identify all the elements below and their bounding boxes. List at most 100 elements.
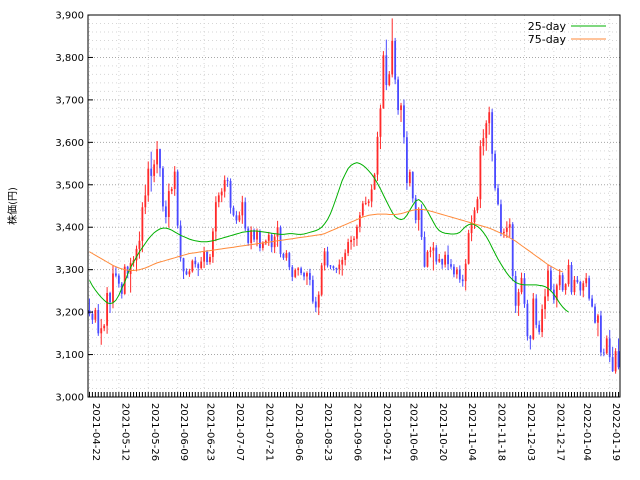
y-axis: 3,000 3,100 3,200 3,300 3,400 3,500 3,600 3,700… — [55, 11, 93, 404]
candle-body — [535, 298, 538, 325]
legend: 25-day 75-day — [528, 20, 606, 46]
candle-body — [320, 265, 323, 295]
candle-body — [347, 242, 350, 254]
candle-body — [153, 164, 156, 176]
candle-body — [517, 292, 520, 306]
candle-body — [538, 324, 541, 333]
candle-body — [203, 251, 206, 262]
ma-line-25-day — [89, 162, 569, 313]
candle-body — [502, 231, 505, 234]
candle-body — [197, 264, 200, 268]
candle-body — [164, 206, 167, 218]
x-tick-label: 2021-08-06 — [293, 403, 304, 461]
x-tick-label: 2021-08-23 — [322, 403, 333, 461]
candle-body — [602, 352, 605, 354]
candle-body — [391, 40, 394, 75]
candle-body — [464, 263, 467, 282]
candle-body — [353, 238, 355, 240]
candle-body — [329, 265, 332, 267]
candle-body — [479, 146, 482, 200]
candle-body — [282, 253, 285, 258]
candle-body — [267, 234, 270, 241]
candle-body — [173, 171, 176, 190]
candle-body — [244, 202, 247, 229]
x-tick-label: 2021-05-12 — [119, 403, 130, 461]
candle-body — [547, 270, 549, 297]
candle-body — [317, 294, 320, 308]
x-tick-label: 2021-11-04 — [466, 403, 477, 461]
candle-body — [159, 149, 161, 169]
candle-body — [291, 267, 294, 277]
x-tick-label: 2021-06-09 — [178, 403, 189, 461]
candle-body — [588, 278, 591, 299]
candle-body — [344, 253, 347, 260]
x-tick-label: 2022-01-19 — [610, 403, 621, 461]
candle-body — [611, 357, 614, 372]
candle-body — [426, 251, 429, 267]
x-tick-label: 2022-01-04 — [581, 403, 592, 461]
candle-body — [306, 273, 308, 277]
candle-body — [520, 278, 523, 293]
moving-average-lines — [89, 162, 569, 313]
candle-body — [276, 227, 279, 237]
candle-body — [144, 195, 147, 208]
candle-body — [458, 269, 461, 280]
candle-body — [97, 309, 100, 334]
y-tick-label: 3,800 — [55, 53, 84, 64]
candle-body — [570, 264, 573, 293]
candle-body — [226, 180, 229, 182]
ma-line-75-day — [89, 208, 563, 273]
candle-body — [191, 260, 194, 272]
y-tick-label: 3,900 — [55, 11, 84, 22]
candle-body — [309, 273, 311, 280]
y-axis-title: 株価(円) — [6, 187, 19, 225]
candle-body — [235, 215, 238, 221]
candle-body — [341, 259, 344, 265]
candle-body — [379, 108, 382, 137]
x-tick-label: 2021-05-26 — [149, 403, 160, 461]
candle-body — [332, 266, 335, 268]
candle-body — [176, 171, 179, 226]
candle-body — [247, 228, 250, 243]
legend-label-75-day: 75-day — [528, 33, 567, 46]
candle-body — [326, 251, 329, 266]
candle-body — [259, 231, 261, 249]
candle-body — [214, 202, 217, 232]
candle-body — [470, 222, 473, 234]
x-tick-label: 2021-07-07 — [234, 403, 245, 461]
candle-body — [323, 251, 326, 266]
grid-lines — [88, 15, 620, 397]
candle-body — [423, 236, 426, 267]
candle-body — [617, 351, 620, 368]
candle-body — [314, 301, 317, 308]
candle-body — [482, 138, 485, 147]
candle-body — [223, 180, 226, 192]
candle-body — [94, 309, 97, 320]
candle-body — [585, 278, 588, 284]
candle-body — [91, 313, 94, 320]
candle-body — [294, 270, 297, 277]
candle-body — [182, 258, 185, 272]
candle-body — [156, 149, 158, 165]
candle-body — [526, 304, 529, 337]
candle-body — [241, 202, 244, 216]
candle-body — [403, 105, 405, 138]
candle-body — [167, 191, 170, 218]
candle-body — [591, 298, 593, 307]
candle-body — [453, 266, 455, 275]
candle-body — [544, 296, 546, 310]
candlesticks — [88, 18, 620, 374]
candle-body — [417, 208, 420, 221]
candle-body — [350, 239, 352, 243]
candle-body — [185, 271, 188, 275]
candle-body — [497, 188, 499, 205]
candle-body — [573, 279, 576, 293]
x-tick-label: 2021-06-23 — [205, 403, 216, 461]
y-tick-label: 3,100 — [55, 350, 84, 361]
candle-body — [561, 275, 564, 291]
candle-body — [256, 231, 258, 240]
candle-body — [200, 261, 203, 268]
x-tick-label: 2021-09-21 — [381, 403, 392, 461]
candle-body — [117, 275, 120, 284]
